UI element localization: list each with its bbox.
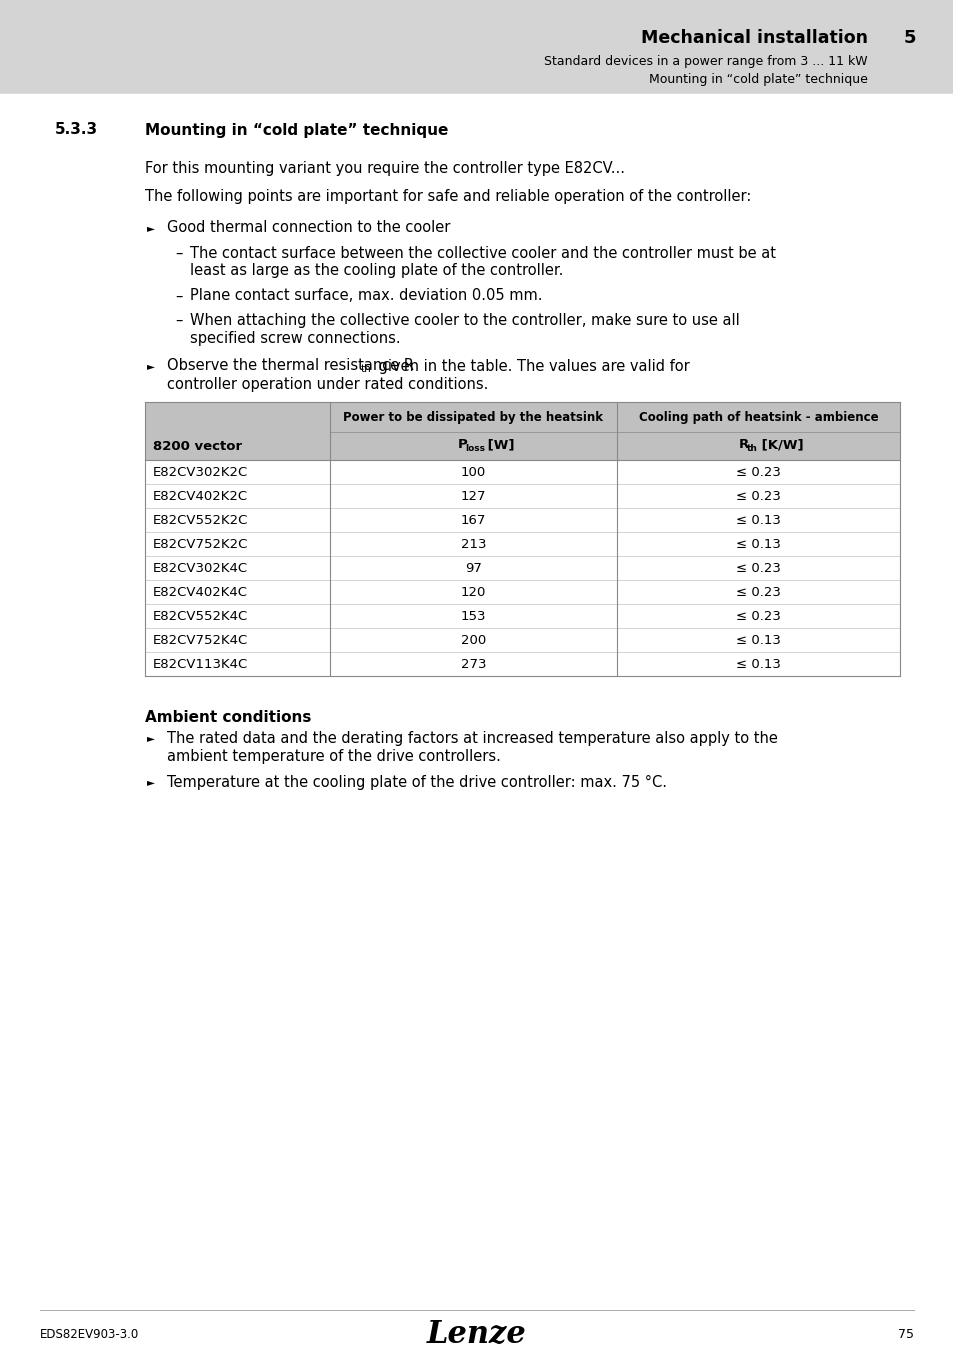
Text: ≤ 0.13: ≤ 0.13 xyxy=(736,633,781,647)
Text: Mechanical installation: Mechanical installation xyxy=(640,28,867,47)
Text: Lenze: Lenze xyxy=(427,1319,526,1350)
Text: 167: 167 xyxy=(460,513,486,526)
Text: [K/W]: [K/W] xyxy=(757,439,803,451)
Text: ►: ► xyxy=(147,778,154,787)
Text: 127: 127 xyxy=(460,490,486,502)
Text: Mounting in “cold plate” technique: Mounting in “cold plate” technique xyxy=(648,73,867,86)
Text: E82CV752K2C: E82CV752K2C xyxy=(152,537,248,551)
Text: When attaching the collective cooler to the controller, make sure to use all: When attaching the collective cooler to … xyxy=(190,312,739,328)
Text: For this mounting variant you require the controller type E82CV...: For this mounting variant you require th… xyxy=(145,161,624,176)
Text: The contact surface between the collective cooler and the controller must be at: The contact surface between the collecti… xyxy=(190,246,775,261)
Text: ≤ 0.23: ≤ 0.23 xyxy=(736,562,781,575)
Text: 120: 120 xyxy=(460,586,486,598)
Text: least as large as the cooling plate of the controller.: least as large as the cooling plate of t… xyxy=(190,263,563,278)
Text: ≤ 0.13: ≤ 0.13 xyxy=(736,513,781,526)
Text: loss: loss xyxy=(465,444,485,454)
Text: 213: 213 xyxy=(460,537,486,551)
Text: ≤ 0.23: ≤ 0.23 xyxy=(736,466,781,478)
Text: 100: 100 xyxy=(460,466,486,478)
Text: ►: ► xyxy=(147,733,154,743)
Text: E82CV402K2C: E82CV402K2C xyxy=(152,490,248,502)
Bar xyxy=(0,0,953,95)
Bar xyxy=(145,402,899,460)
Text: –: – xyxy=(174,312,182,328)
Text: E82CV552K4C: E82CV552K4C xyxy=(152,609,248,622)
Text: Cooling path of heatsink - ambience: Cooling path of heatsink - ambience xyxy=(638,412,878,424)
Text: P: P xyxy=(457,439,467,451)
Text: Power to be dissipated by the heatsink: Power to be dissipated by the heatsink xyxy=(343,412,603,424)
Text: E82CV752K4C: E82CV752K4C xyxy=(152,633,248,647)
Text: controller operation under rated conditions.: controller operation under rated conditi… xyxy=(167,377,488,392)
Text: The rated data and the derating factors at increased temperature also apply to t: The rated data and the derating factors … xyxy=(167,730,777,745)
Text: 200: 200 xyxy=(460,633,486,647)
Text: 97: 97 xyxy=(464,562,481,575)
Text: ambient temperature of the drive controllers.: ambient temperature of the drive control… xyxy=(167,748,500,764)
Text: given in the table. The values are valid for: given in the table. The values are valid… xyxy=(374,359,689,374)
Text: th: th xyxy=(360,364,371,374)
Text: 75: 75 xyxy=(897,1327,913,1341)
Text: th: th xyxy=(745,444,757,454)
Text: 5.3.3: 5.3.3 xyxy=(55,123,98,138)
Text: Good thermal connection to the cooler: Good thermal connection to the cooler xyxy=(167,220,450,235)
Text: E82CV402K4C: E82CV402K4C xyxy=(152,586,248,598)
Text: E82CV552K2C: E82CV552K2C xyxy=(152,513,248,526)
Text: 8200 vector: 8200 vector xyxy=(152,440,242,452)
Text: The following points are important for safe and reliable operation of the contro: The following points are important for s… xyxy=(145,189,751,204)
Text: Temperature at the cooling plate of the drive controller: max. 75 °C.: Temperature at the cooling plate of the … xyxy=(167,775,666,790)
Text: ►: ► xyxy=(147,360,154,371)
Text: Observe the thermal resistance R: Observe the thermal resistance R xyxy=(167,359,414,374)
Text: Standard devices in a power range from 3 ... 11 kW: Standard devices in a power range from 3… xyxy=(544,55,867,69)
Text: E82CV302K4C: E82CV302K4C xyxy=(152,562,248,575)
Text: –: – xyxy=(174,246,182,261)
Text: Mounting in “cold plate” technique: Mounting in “cold plate” technique xyxy=(145,123,448,138)
Text: E82CV113K4C: E82CV113K4C xyxy=(152,657,248,671)
Text: ≤ 0.23: ≤ 0.23 xyxy=(736,586,781,598)
Text: ≤ 0.23: ≤ 0.23 xyxy=(736,490,781,502)
Text: specified screw connections.: specified screw connections. xyxy=(190,331,400,346)
Text: Plane contact surface, max. deviation 0.05 mm.: Plane contact surface, max. deviation 0.… xyxy=(190,289,542,304)
Text: E82CV302K2C: E82CV302K2C xyxy=(152,466,248,478)
Text: ≤ 0.13: ≤ 0.13 xyxy=(736,657,781,671)
Text: 273: 273 xyxy=(460,657,486,671)
Text: 5: 5 xyxy=(902,28,915,47)
Text: R: R xyxy=(738,439,748,451)
Text: [W]: [W] xyxy=(483,439,515,451)
Text: ≤ 0.13: ≤ 0.13 xyxy=(736,537,781,551)
Text: EDS82EV903-3.0: EDS82EV903-3.0 xyxy=(40,1327,139,1341)
Text: ►: ► xyxy=(147,223,154,234)
Text: 153: 153 xyxy=(460,609,486,622)
Text: –: – xyxy=(174,289,182,304)
Text: ≤ 0.23: ≤ 0.23 xyxy=(736,609,781,622)
Text: Ambient conditions: Ambient conditions xyxy=(145,710,311,725)
